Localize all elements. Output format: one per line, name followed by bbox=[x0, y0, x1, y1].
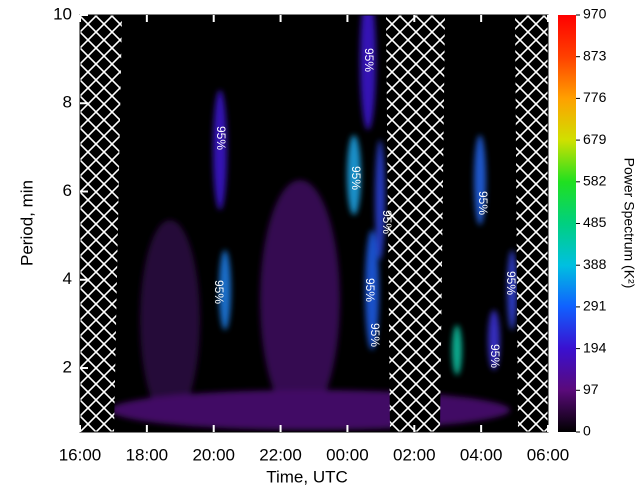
significance-label: 95% bbox=[380, 210, 394, 234]
colorbar-tick-label: 388 bbox=[583, 256, 607, 272]
colorbar-tick-label: 0 bbox=[583, 423, 591, 439]
x-axis-label: Time, UTC bbox=[266, 467, 348, 486]
y-tick-label: 6 bbox=[63, 181, 72, 200]
colorbar-tick-label: 679 bbox=[583, 131, 607, 147]
significance-label: 95% bbox=[363, 278, 377, 302]
significance-label: 95% bbox=[368, 323, 382, 347]
y-tick-label: 4 bbox=[63, 269, 72, 288]
colorbar-tick-label: 582 bbox=[583, 173, 607, 189]
x-tick-label: 00:00 bbox=[326, 445, 369, 464]
colorbar-tick-label: 194 bbox=[583, 339, 607, 355]
significance-label: 95% bbox=[349, 166, 363, 190]
plot-frame bbox=[79, 14, 549, 433]
significance-label: 95% bbox=[214, 126, 228, 150]
colorbar-label: Power Spectrum (K²) bbox=[621, 158, 637, 289]
y-tick-label: 10 bbox=[53, 4, 72, 23]
colorbar-tick-label: 776 bbox=[583, 89, 607, 105]
significance-label: 95% bbox=[362, 48, 376, 72]
x-tick-label: 20:00 bbox=[192, 445, 235, 464]
colorbar-tick-label: 970 bbox=[583, 6, 607, 22]
x-tick-label: 04:00 bbox=[460, 445, 503, 464]
y-tick-label: 2 bbox=[63, 358, 72, 377]
x-tick-label: 06:00 bbox=[527, 445, 570, 464]
colorbar-tick-label: 873 bbox=[583, 47, 607, 63]
colorbar-tick-label: 485 bbox=[583, 214, 607, 230]
x-tick-label: 02:00 bbox=[393, 445, 436, 464]
x-tick-label: 16:00 bbox=[59, 445, 102, 464]
x-tick-label: 18:00 bbox=[126, 445, 169, 464]
colorbar bbox=[558, 15, 576, 432]
colorbar-tick-label: 291 bbox=[583, 298, 607, 314]
colorbar-tick-label: 97 bbox=[583, 381, 599, 397]
x-tick-label: 22:00 bbox=[259, 445, 302, 464]
spectrum bbox=[80, 15, 548, 432]
y-tick-label: 8 bbox=[63, 93, 72, 112]
significance-label: 95% bbox=[212, 280, 226, 304]
significance-label: 95% bbox=[504, 271, 518, 295]
significance-label: 95% bbox=[488, 344, 502, 368]
significance-label: 95% bbox=[476, 191, 490, 215]
y-axis-label: Period, min bbox=[17, 180, 36, 266]
